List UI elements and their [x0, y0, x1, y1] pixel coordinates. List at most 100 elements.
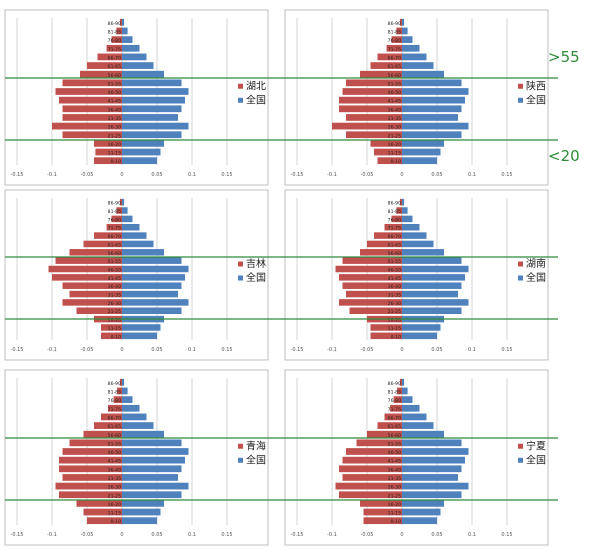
bar-province: [335, 265, 402, 273]
bar-province: [59, 491, 122, 499]
bar-province: [87, 62, 122, 69]
age-label: 61-65: [388, 64, 401, 70]
age-label: 0-10: [391, 334, 402, 340]
x-tick-label: -0.1: [47, 532, 57, 538]
bar-national: [122, 396, 133, 403]
age-label: 71-75: [388, 47, 401, 53]
bar-province: [59, 465, 122, 473]
bar-national: [402, 465, 462, 473]
age-label: 26-30: [108, 485, 121, 491]
bar-national: [402, 299, 469, 306]
age-label: 11-15: [108, 151, 121, 157]
age-label: 31-35: [388, 116, 401, 122]
bar-national: [122, 88, 189, 95]
x-tick-label: 0.15: [501, 347, 512, 353]
bar-national: [122, 198, 125, 206]
bar-national: [122, 265, 189, 273]
age-label: 61-65: [108, 424, 121, 430]
bar-national: [122, 465, 182, 473]
legend-swatch: [518, 83, 523, 89]
bar-province: [399, 18, 402, 26]
bar-national: [122, 79, 182, 87]
bar-province: [370, 324, 402, 331]
age-label: 46-50: [388, 450, 401, 456]
legend-swatch: [518, 261, 523, 267]
bar-province: [332, 122, 402, 130]
x-tick-label: -0.05: [81, 347, 94, 353]
age-label: 81-85: [108, 390, 121, 396]
x-tick-label: 0.1: [188, 532, 196, 538]
x-tick-label: -0.05: [81, 172, 94, 178]
bar-province: [360, 500, 402, 507]
bar-national: [402, 448, 469, 455]
x-tick-label: 0.05: [151, 172, 162, 178]
bar-province: [62, 282, 122, 289]
age-label: 76-80: [108, 217, 121, 223]
age-label: 66-70: [108, 55, 121, 61]
bar-province: [55, 257, 122, 264]
bar-province: [399, 198, 402, 206]
bar-national: [402, 207, 408, 214]
bar-national: [122, 140, 164, 147]
bar-national: [402, 240, 434, 248]
bar-national: [402, 332, 437, 340]
age-label: 51-55: [108, 259, 121, 265]
age-label: 41-45: [108, 99, 121, 105]
bar-national: [402, 508, 441, 516]
age-label: 61-65: [108, 64, 121, 70]
age-label: 11-15: [388, 326, 401, 332]
bar-province: [119, 18, 122, 26]
age-label: 31-35: [388, 476, 401, 482]
bar-national: [122, 387, 128, 395]
age-label: 41-45: [108, 276, 121, 282]
age-label: 11-15: [108, 326, 121, 332]
age-label: 36-40: [108, 467, 121, 473]
age-label: 66-70: [388, 55, 401, 61]
bar-national: [122, 215, 133, 223]
bar-province: [342, 282, 402, 289]
bar-province: [69, 439, 122, 447]
bar-national: [122, 290, 178, 298]
x-tick-label: -0.05: [361, 172, 374, 178]
bar-national: [122, 131, 182, 139]
age-label: 0-10: [111, 519, 122, 525]
bar-province: [97, 53, 122, 61]
x-tick-label: -0.15: [11, 172, 24, 178]
bar-national: [402, 62, 434, 69]
bar-national: [402, 215, 413, 223]
bar-national: [122, 18, 125, 26]
age-label: 51-55: [108, 81, 121, 87]
age-label: 51-55: [108, 441, 121, 447]
bar-national: [122, 491, 182, 499]
bar-province: [393, 396, 402, 403]
age-label: 21-25: [108, 133, 121, 139]
legend-swatch: [238, 261, 243, 267]
age-label: 56-60: [108, 433, 121, 439]
x-tick-label: -0.15: [291, 172, 304, 178]
bar-province: [386, 44, 402, 52]
age-label: 66-70: [388, 415, 401, 421]
bar-province: [83, 240, 122, 248]
bar-national: [402, 105, 462, 113]
age-label: 0-10: [111, 159, 122, 165]
bar-province: [62, 448, 122, 455]
bar-province: [111, 36, 122, 43]
age-label: 66-70: [108, 415, 121, 421]
age-label: 26-30: [388, 125, 401, 131]
x-tick-label: 0: [400, 347, 403, 353]
age-label: 46-50: [108, 90, 121, 96]
bar-province: [349, 307, 402, 315]
bar-national: [122, 148, 161, 156]
age-label: 71-75: [108, 47, 121, 53]
bar-province: [342, 456, 402, 464]
age-label: 56-60: [388, 73, 401, 79]
bar-national: [402, 148, 441, 156]
bar-national: [402, 474, 458, 481]
bar-national: [402, 274, 465, 281]
bar-province: [339, 96, 402, 104]
x-tick-label: -0.1: [327, 172, 337, 178]
age-label: 16-20: [108, 318, 121, 324]
bar-national: [402, 491, 462, 499]
x-tick-label: 0.15: [221, 347, 232, 353]
